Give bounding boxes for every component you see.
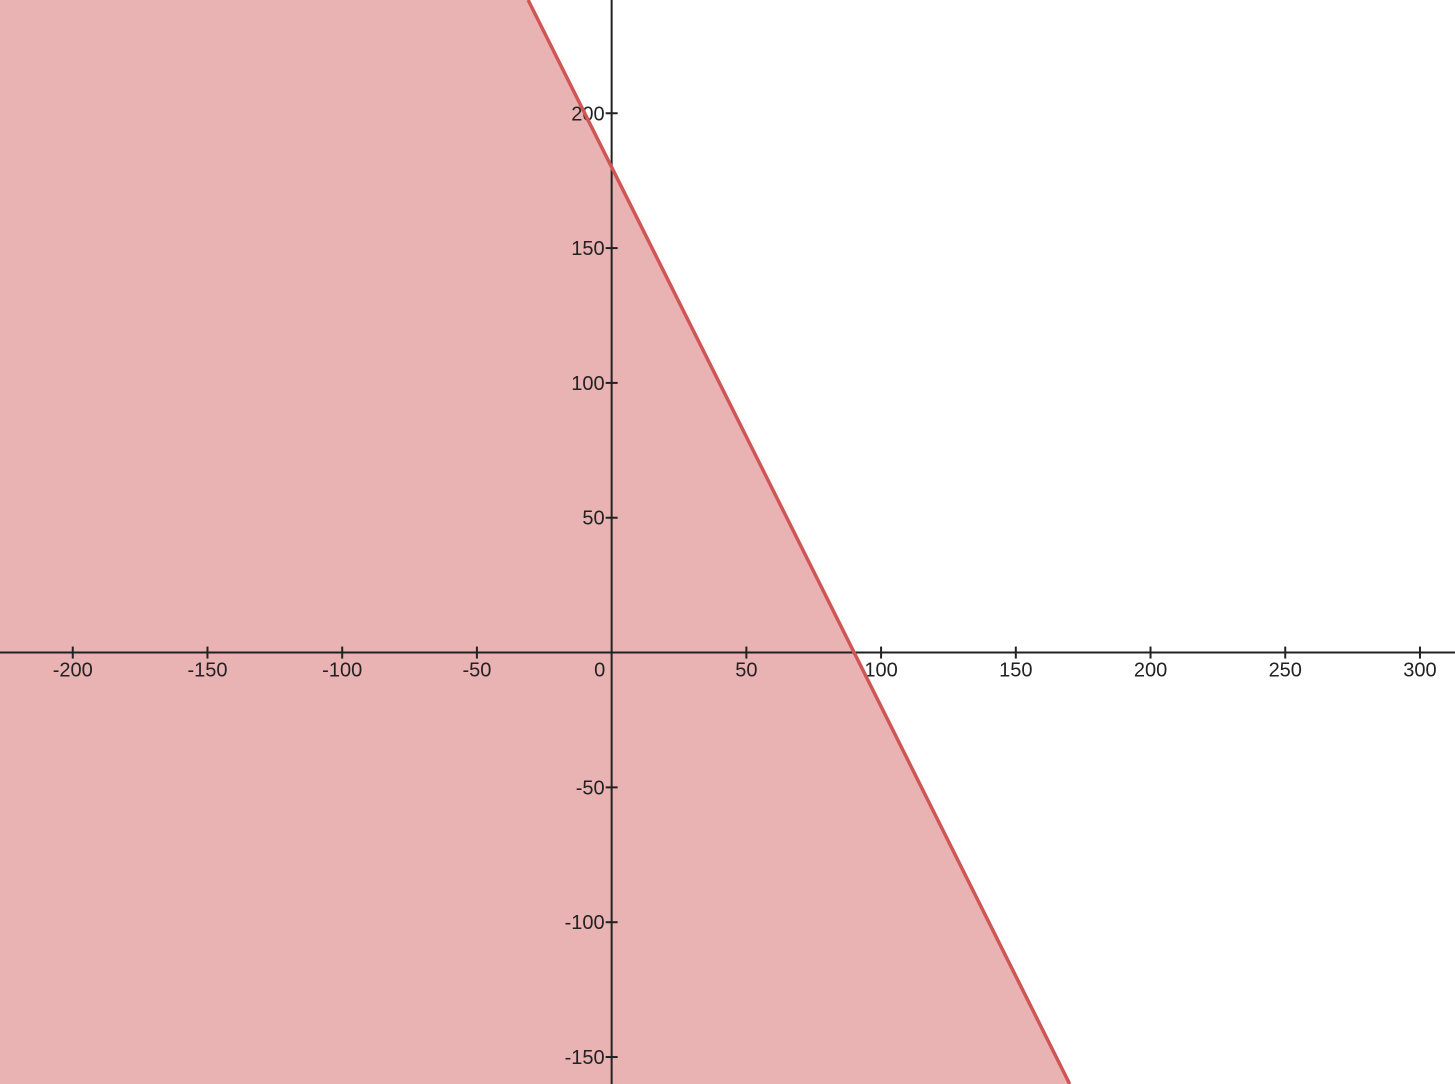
y-axis-ticks: 200 150 100 50 -50 -100 -150 — [565, 103, 618, 1069]
y-tick-label: -100 — [565, 912, 605, 934]
boundary-line — [526, 0, 1072, 1084]
x-tick-label: -150 — [187, 660, 227, 682]
x-tick-label: 200 — [1134, 660, 1167, 682]
y-tick-label: -150 — [565, 1047, 605, 1069]
shaded-region — [0, 0, 1070, 1084]
x-tick-label: 250 — [1269, 660, 1302, 682]
x-tick-label: 0 — [594, 660, 605, 682]
x-axis-ticks: -200 -150 -100 -50 0 50 100 150 200 250 300 — [53, 646, 1437, 682]
x-tick-label: 50 — [735, 660, 757, 682]
x-tick-label: -100 — [322, 660, 362, 682]
y-tick-label: -50 — [576, 777, 605, 799]
x-tick-label: -200 — [53, 660, 93, 682]
y-tick-label: 100 — [571, 373, 604, 395]
y-tick-label: 150 — [571, 238, 604, 260]
y-tick-label: 50 — [582, 508, 604, 530]
x-tick-label: -50 — [462, 660, 491, 682]
x-tick-label: 150 — [999, 660, 1032, 682]
x-tick-label: 100 — [864, 660, 897, 682]
y-tick-label: 200 — [571, 103, 604, 125]
x-tick-label: 300 — [1403, 660, 1436, 682]
